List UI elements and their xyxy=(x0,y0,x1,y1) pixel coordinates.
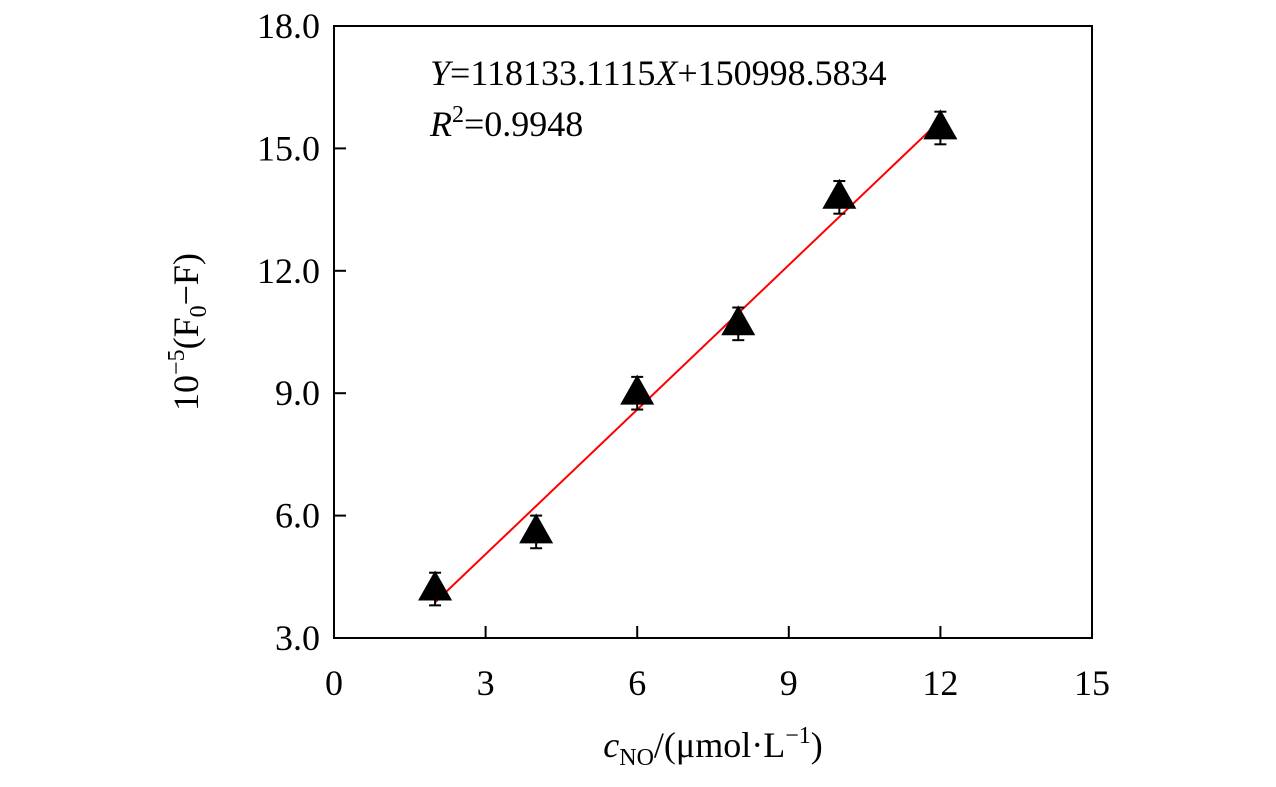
x-tick-label: 15 xyxy=(1074,663,1110,703)
y-tick-label: 9.0 xyxy=(275,373,320,413)
data-point xyxy=(721,305,756,342)
triangle-marker xyxy=(620,374,655,405)
x-tick-label: 0 xyxy=(325,663,343,703)
equation-annotation: Y=118133.1115X+150998.5834 xyxy=(430,53,887,93)
y-tick-label: 6.0 xyxy=(275,496,320,536)
triangle-marker xyxy=(721,305,756,336)
x-tick-label: 9 xyxy=(780,663,798,703)
data-point xyxy=(923,109,958,146)
y-tick-label: 15.0 xyxy=(257,128,320,168)
data-point xyxy=(519,513,554,550)
plot-frame xyxy=(333,25,1093,639)
r-squared-annotation: R2=0.9948 xyxy=(429,102,583,144)
fit-line xyxy=(434,119,942,604)
x-tick-label: 3 xyxy=(477,663,495,703)
y-axis-ticks: 3.0 6.0 9.0 12.0 15.0 18.0 xyxy=(257,6,346,658)
x-axis-ticks: 0 3 6 9 12 15 xyxy=(325,626,1110,703)
y-axis-title: 10−5(F0−F) xyxy=(164,253,212,411)
triangle-marker xyxy=(923,109,958,140)
data-point xyxy=(418,570,453,607)
x-axis-title: cNO/(μmol·L−1) xyxy=(603,723,822,771)
data-points xyxy=(418,109,958,607)
triangle-marker xyxy=(519,513,554,544)
y-tick-label: 3.0 xyxy=(275,618,320,658)
y-tick-label: 12.0 xyxy=(257,251,320,291)
triangle-marker xyxy=(822,178,857,209)
data-point xyxy=(620,374,655,411)
data-point xyxy=(822,178,857,215)
triangle-marker xyxy=(418,570,453,601)
x-tick-label: 6 xyxy=(628,663,646,703)
y-tick-label: 18.0 xyxy=(257,6,320,46)
x-tick-label: 12 xyxy=(922,663,958,703)
